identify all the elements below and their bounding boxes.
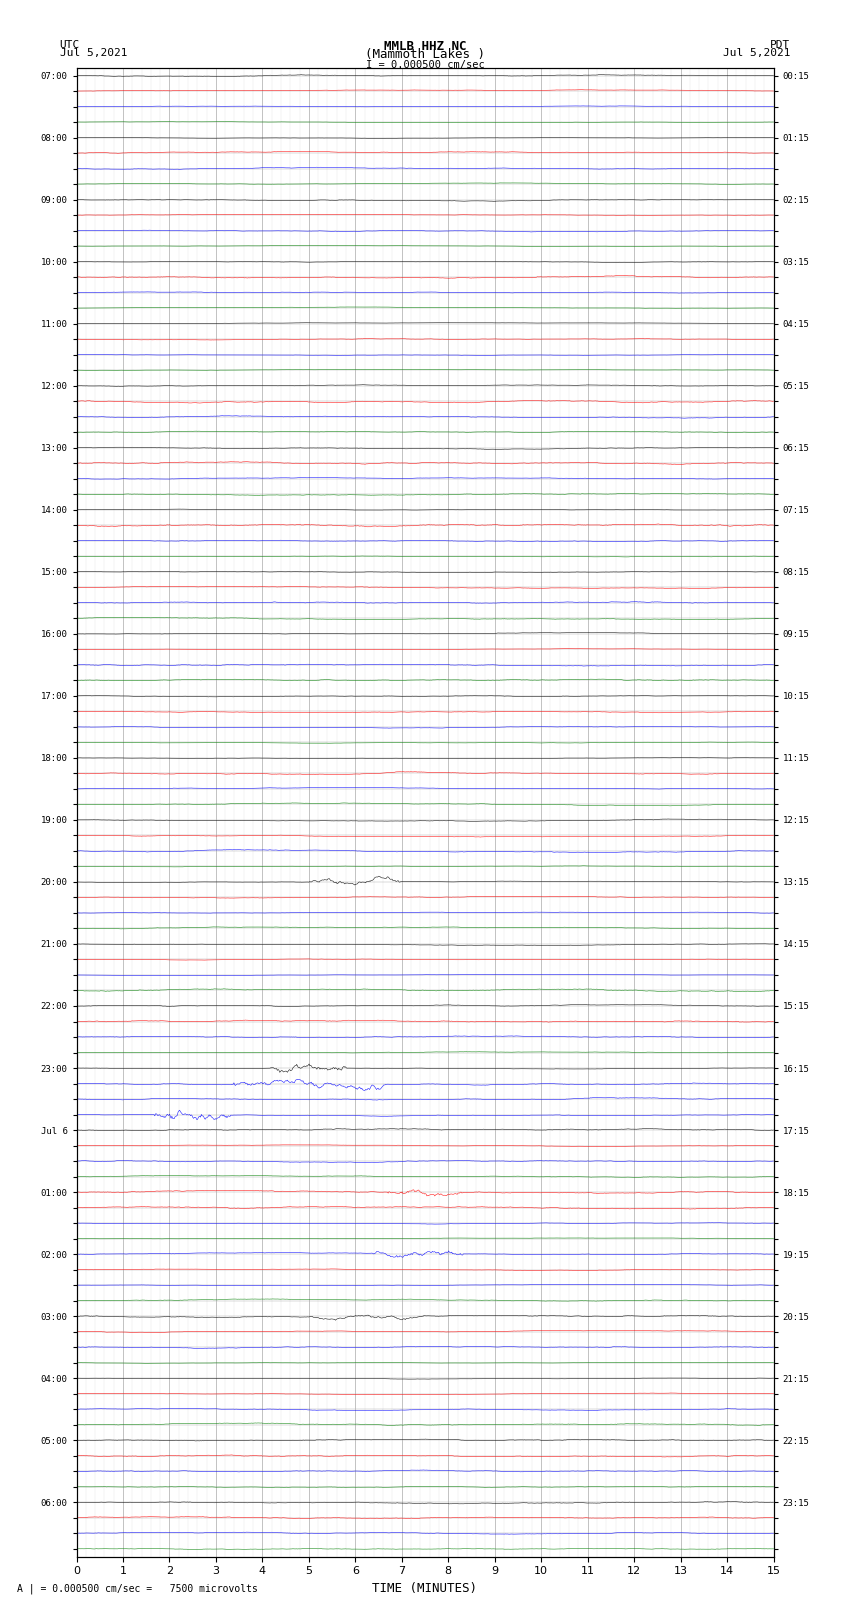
Text: MMLB HHZ NC: MMLB HHZ NC (383, 40, 467, 53)
Text: I = 0.000500 cm/sec: I = 0.000500 cm/sec (366, 60, 484, 69)
Text: Jul 5,2021: Jul 5,2021 (60, 48, 127, 58)
Text: (Mammoth Lakes ): (Mammoth Lakes ) (365, 48, 485, 61)
X-axis label: TIME (MINUTES): TIME (MINUTES) (372, 1582, 478, 1595)
Text: A | = 0.000500 cm/sec =   7500 microvolts: A | = 0.000500 cm/sec = 7500 microvolts (17, 1582, 258, 1594)
Text: Jul 5,2021: Jul 5,2021 (723, 48, 791, 58)
Text: PDT: PDT (770, 40, 790, 50)
Text: UTC: UTC (60, 40, 80, 50)
